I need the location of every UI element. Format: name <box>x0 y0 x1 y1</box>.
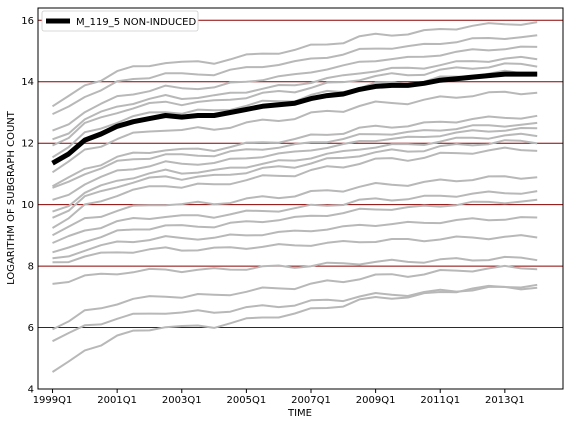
y-tick-label: 6 <box>28 323 34 334</box>
y-tick-label: 10 <box>21 200 34 211</box>
x-axis: 1999Q1 2001Q1 2003Q1 2005Q1 2007Q1 2009Q1 2011… <box>33 389 525 406</box>
background-series-line <box>52 255 538 285</box>
background-series-line <box>52 139 538 219</box>
x-tick-label: 2001Q1 <box>97 395 137 406</box>
y-tick-label: 8 <box>28 262 34 273</box>
x-tick-label: 1999Q1 <box>33 395 73 406</box>
background-series-line <box>52 132 538 213</box>
y-tick-label: 12 <box>21 139 34 150</box>
background-series-line <box>52 216 538 260</box>
background-series-line <box>52 114 538 188</box>
y-axis-title: LOGARITHM OF SUBGRAPH COUNT <box>6 110 17 285</box>
background-series-line <box>52 34 538 116</box>
x-tick-label: 2007Q1 <box>291 395 331 406</box>
background-series-line <box>51 21 538 108</box>
background-series-line <box>52 127 538 201</box>
y-tick-label: 4 <box>28 385 34 396</box>
background-series-line <box>52 198 538 254</box>
background-series-line <box>51 283 538 373</box>
x-tick-label: 2005Q1 <box>227 395 267 406</box>
background-series-line <box>52 121 538 189</box>
x-tick-label: 2013Q1 <box>485 395 525 406</box>
background-series-group <box>51 21 538 373</box>
background-series-line <box>51 90 538 174</box>
y-tick-label: 14 <box>21 77 34 88</box>
x-tick-label: 2003Q1 <box>162 395 202 406</box>
background-series-line <box>52 55 538 141</box>
background-series-line <box>52 45 538 132</box>
background-series-line <box>52 175 538 237</box>
plot-frame <box>37 7 564 390</box>
y-axis: 4 6 8 10 12 14 16 <box>21 16 34 396</box>
x-axis-title: TIME <box>287 408 312 419</box>
legend-label: M_119_5 NON-INDUCED <box>76 17 196 28</box>
x-tick-label: 2011Q1 <box>420 395 460 406</box>
legend-box <box>41 10 199 32</box>
background-series-line <box>52 264 538 331</box>
highlight-series-group <box>51 71 538 166</box>
highlight-series-line <box>51 71 538 166</box>
background-series-line <box>52 234 538 264</box>
y-tick-label: 16 <box>21 16 34 27</box>
background-series-line <box>52 62 538 147</box>
background-series-line <box>52 190 538 244</box>
legend: M_119_5 NON-INDUCED <box>41 10 199 32</box>
background-series-line <box>51 146 538 229</box>
x-tick-label: 2009Q1 <box>356 395 396 406</box>
